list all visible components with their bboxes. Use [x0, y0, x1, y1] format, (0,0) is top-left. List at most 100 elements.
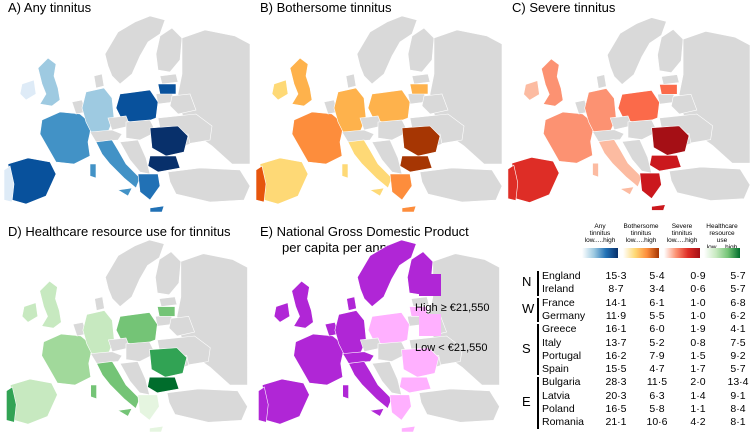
- group-bracket: [537, 377, 539, 429]
- region-sicily: [369, 408, 385, 417]
- region-bulgaria: [147, 155, 181, 173]
- region-group-w: W: [522, 300, 535, 316]
- region-sicily: [117, 408, 133, 417]
- region-group-s: S: [522, 340, 531, 356]
- region-denmark: [346, 296, 357, 311]
- region-spain: [7, 157, 57, 205]
- country-name: Romania: [542, 416, 585, 429]
- table-cell: 1·0: [690, 309, 706, 322]
- table-cell: 9·2: [730, 349, 746, 362]
- region-portugal: [255, 165, 267, 203]
- region-denmark: [93, 73, 105, 89]
- table-header-text: low.....high: [584, 237, 616, 244]
- region-hungary-sk: [125, 119, 157, 141]
- region-hungary-sk: [377, 119, 409, 141]
- table-header-text: resource use: [709, 230, 735, 244]
- table-cell: 7·9: [649, 349, 665, 362]
- table-cell: 16·1: [605, 323, 627, 336]
- region-sardinia: [89, 163, 97, 179]
- region-group-e: E: [522, 394, 531, 409]
- table-cell: 6·2: [730, 309, 746, 322]
- region-portugal: [6, 386, 17, 423]
- table-cell: 1·0: [690, 296, 706, 309]
- region-uk-gb: [37, 57, 61, 107]
- country-name: Ireland: [542, 283, 575, 296]
- table-cell: 5·5: [649, 309, 665, 322]
- region-uk-gb: [541, 58, 564, 107]
- table-header-text: Severe: [671, 223, 693, 230]
- region-scandinavia: [356, 15, 418, 85]
- table-cell: 5·2: [649, 336, 665, 349]
- table-row: Ireland 8·7 3·4 0·6 5·7: [542, 283, 750, 295]
- region-finland: [155, 27, 183, 73]
- country-name: England: [542, 270, 581, 282]
- region-sardinia: [341, 163, 349, 179]
- region-denmark: [596, 74, 607, 89]
- region-finland: [407, 27, 435, 73]
- region-turkey: [419, 167, 502, 203]
- region-bulgaria: [399, 376, 432, 394]
- table-header-1: Any tinnitus low.....high: [582, 223, 618, 244]
- region-bulgaria: [649, 155, 682, 172]
- table-cell: 8·7: [608, 283, 624, 296]
- region-ireland: [271, 79, 289, 101]
- table-cell: 11·9: [605, 309, 627, 322]
- region-crete: [149, 425, 164, 433]
- table-cell: 9·1: [730, 389, 746, 402]
- region-sicily: [369, 187, 385, 197]
- region-turkey: [167, 167, 250, 203]
- region-france: [39, 111, 93, 165]
- table-cell: 4·1: [730, 323, 746, 336]
- region-scandinavia: [105, 239, 165, 307]
- table-row: Romania 21·1 10·6 4·2 8·1: [542, 416, 750, 428]
- country-name: Germany: [542, 309, 586, 322]
- region-crete: [401, 205, 417, 213]
- region-hungary-sk: [125, 341, 156, 362]
- region-baltics-ee: [661, 74, 680, 85]
- table-header-text: tinnitus: [589, 230, 611, 237]
- region-sardinia: [90, 384, 97, 400]
- table-cell: 20·3: [605, 389, 627, 402]
- region-greece: [389, 394, 412, 421]
- table-row: Poland 16·5 5·8 1·1 8·4: [542, 403, 750, 415]
- region-france: [291, 111, 345, 165]
- region-france: [41, 333, 93, 386]
- table-cell: 21·1: [605, 416, 627, 429]
- map-any-tinnitus: [3, 15, 250, 213]
- region-uk-gb: [291, 280, 314, 329]
- region-belarus: [169, 93, 197, 115]
- table-cell: 5·7: [730, 283, 746, 296]
- region-portugal: [258, 386, 269, 423]
- region-belarus: [670, 94, 698, 115]
- map-gdp: [258, 239, 500, 433]
- legend-gradient-orange: [623, 248, 659, 258]
- country-name: Poland: [542, 403, 575, 415]
- region-belarus: [421, 93, 449, 115]
- region-italy: [95, 139, 141, 189]
- region-italy: [96, 361, 141, 410]
- region-spain: [511, 156, 560, 203]
- region-crete: [651, 204, 666, 211]
- table-cell: 11·5: [646, 376, 668, 389]
- data-table: N England 15·3 5·4 0·9 5·7 Ireland 8·7 3·4 0·6 5·7…: [520, 266, 750, 434]
- region-finland: [657, 28, 684, 73]
- table-row: Latvia 20·3 6·3 1·4 9·1: [542, 390, 750, 402]
- region-denmark: [345, 73, 357, 89]
- table-cell: 1·1: [690, 403, 706, 415]
- table-cell: 6·8: [730, 296, 746, 309]
- group-bracket: [537, 271, 539, 296]
- region-italy: [348, 361, 393, 410]
- table-row: Italy 13·7 5·2 0·8 7·5: [542, 337, 750, 349]
- region-italy: [347, 139, 393, 189]
- region-austria-ch: [341, 129, 375, 143]
- table-row: Portugal 16·2 7·9 1·5 9·2: [542, 350, 750, 362]
- region-baltics-ee: [411, 73, 431, 85]
- table-cell: 28·3: [605, 376, 627, 389]
- region-crete: [149, 205, 165, 213]
- region-turkey: [668, 166, 750, 201]
- table-header-text: low.....high: [666, 237, 698, 244]
- region-france: [293, 333, 345, 386]
- region-spain: [259, 157, 309, 205]
- map-healthcare-use: [6, 239, 248, 433]
- country-name: Bulgaria: [542, 376, 581, 389]
